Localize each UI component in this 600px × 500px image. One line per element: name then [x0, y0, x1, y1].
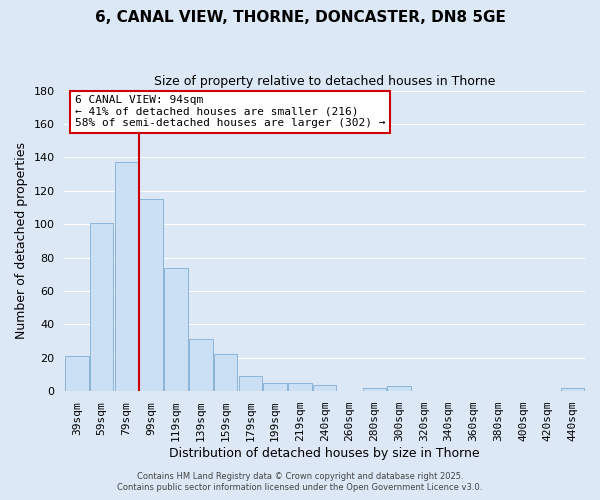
Text: 6, CANAL VIEW, THORNE, DONCASTER, DN8 5GE: 6, CANAL VIEW, THORNE, DONCASTER, DN8 5G… [95, 10, 505, 25]
Bar [239, 376, 262, 391]
X-axis label: Distribution of detached houses by size in Thorne: Distribution of detached houses by size … [169, 447, 480, 460]
Text: 6 CANAL VIEW: 94sqm
← 41% of detached houses are smaller (216)
58% of semi-detac: 6 CANAL VIEW: 94sqm ← 41% of detached ho… [75, 95, 385, 128]
Bar [164, 268, 188, 391]
Bar [362, 388, 386, 391]
Bar [115, 162, 138, 391]
Bar [65, 356, 89, 391]
Bar [263, 383, 287, 391]
Bar [139, 199, 163, 391]
Y-axis label: Number of detached properties: Number of detached properties [15, 142, 28, 340]
Bar [561, 388, 584, 391]
Bar [387, 386, 411, 391]
Bar [214, 354, 238, 391]
Bar [313, 384, 337, 391]
Bar [288, 383, 311, 391]
Text: Contains HM Land Registry data © Crown copyright and database right 2025.
Contai: Contains HM Land Registry data © Crown c… [118, 472, 482, 492]
Bar [189, 340, 212, 391]
Bar [90, 222, 113, 391]
Title: Size of property relative to detached houses in Thorne: Size of property relative to detached ho… [154, 75, 496, 88]
